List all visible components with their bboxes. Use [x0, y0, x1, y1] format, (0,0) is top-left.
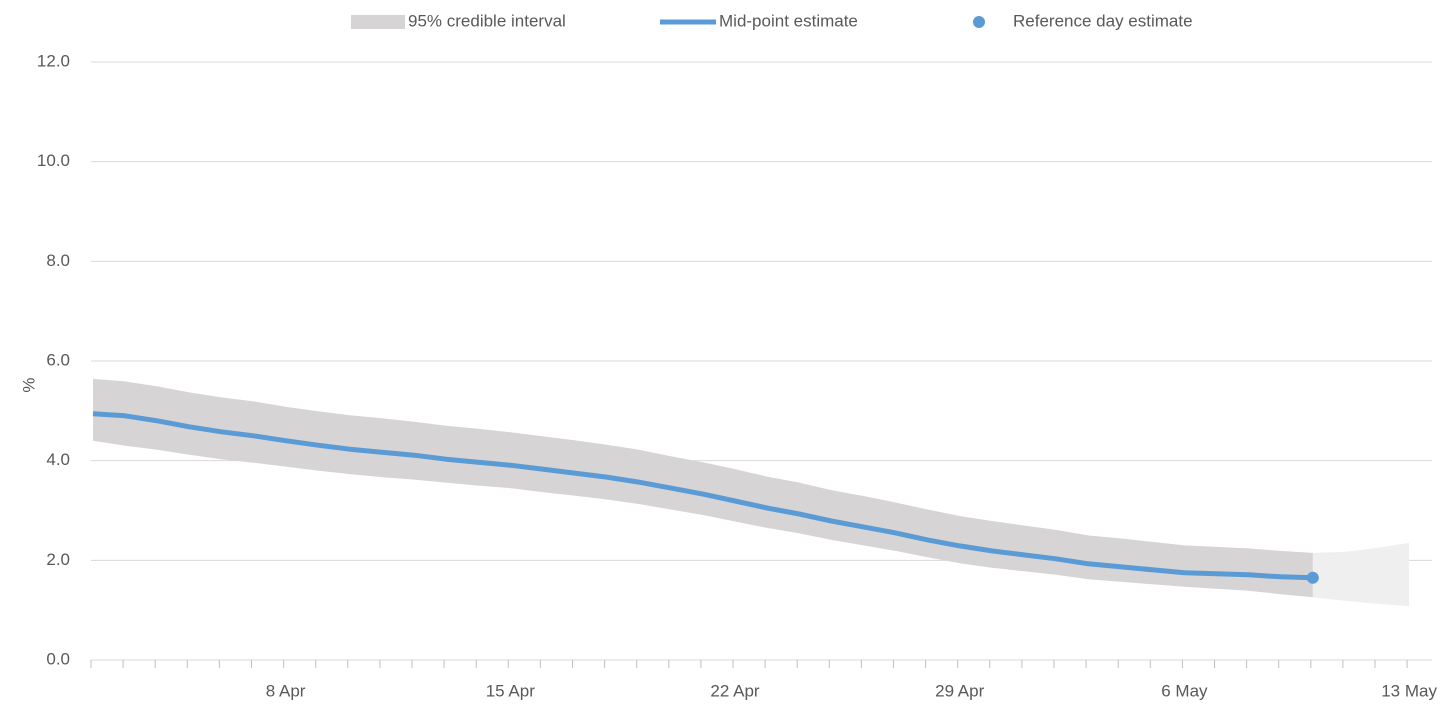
y-tick-label: 2.0	[46, 550, 70, 569]
legend-label: Mid-point estimate	[719, 11, 858, 30]
legend-swatch	[973, 16, 985, 28]
x-tick-label: 29 Apr	[935, 681, 984, 700]
legend-swatch	[351, 15, 405, 29]
y-tick-label: 8.0	[46, 251, 70, 270]
reference-point	[1306, 571, 1319, 584]
legend-label: Reference day estimate	[1013, 11, 1193, 30]
interval-extension	[1312, 542, 1410, 607]
y-tick-label: 10.0	[37, 151, 70, 170]
y-tick-label: 0.0	[46, 649, 70, 668]
y-axis-label: %	[19, 377, 38, 392]
x-tick-label: 6 May	[1161, 681, 1208, 700]
x-tick-label: 15 Apr	[486, 681, 535, 700]
y-tick-label: 6.0	[46, 350, 70, 369]
x-tick-label: 13 May	[1381, 681, 1437, 700]
mid-line	[92, 411, 1313, 581]
y-tick-label: 12.0	[37, 51, 70, 70]
y-tick-label: 4.0	[46, 450, 70, 469]
legend-label: 95% credible interval	[408, 11, 566, 30]
x-tick-label: 22 Apr	[710, 681, 759, 700]
x-tick-label: 8 Apr	[266, 681, 306, 700]
credible-interval	[93, 378, 1313, 598]
